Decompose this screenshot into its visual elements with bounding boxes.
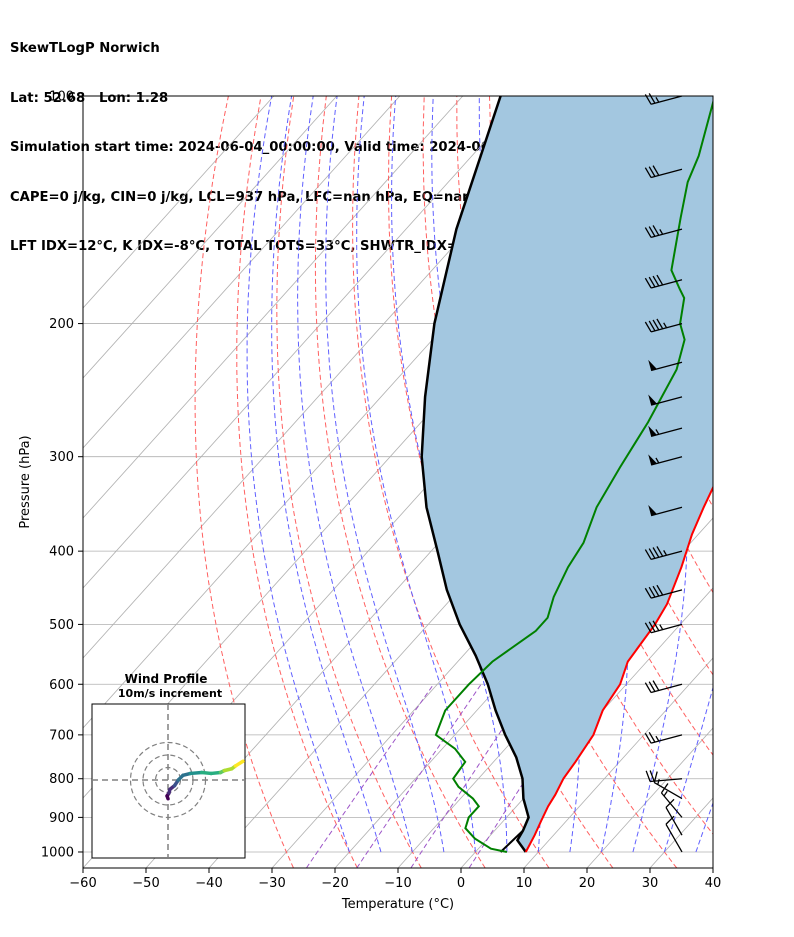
inset-title: Wind Profile	[125, 672, 208, 686]
parcel-profile-line	[420, 96, 530, 853]
dry-adiabat-line	[352, 96, 550, 868]
x-tick-label: −60	[69, 876, 96, 891]
isotherm-line	[586, 727, 713, 868]
hodograph-segment	[188, 770, 204, 776]
wind-barb	[665, 798, 683, 836]
isotherm-line	[523, 657, 713, 868]
wind-profile-inset: Wind Profile 10m/s increment	[91, 672, 246, 859]
dry-adiabat-line	[387, 96, 614, 868]
wind-barb	[644, 680, 683, 694]
y-tick-label: 400	[49, 545, 74, 560]
x-tick-label: 20	[579, 876, 596, 891]
x-tick-label: −40	[195, 876, 222, 891]
wind-barbs	[644, 93, 683, 853]
moist-adiabat-line	[325, 96, 445, 853]
cape-cin-shading	[421, 96, 713, 852]
x-tick-label: −10	[384, 876, 411, 891]
x-tick-label: −50	[132, 876, 159, 891]
isotherm-line	[83, 96, 464, 519]
x-tick-label: 40	[705, 876, 722, 891]
y-axis: 100 200 300 400 500 600 700 800 900 1000	[41, 90, 83, 860]
y-tick-label: 800	[49, 772, 74, 787]
surface-dewpoint-leg	[499, 829, 524, 853]
y-tick-label: 900	[49, 811, 74, 826]
x-tick-label: 30	[642, 876, 659, 891]
dry-adiabat-line	[194, 96, 294, 868]
dry-adiabat-line	[783, 96, 794, 868]
dewpoint-profile-line	[434, 98, 713, 853]
profile-lines	[420, 96, 713, 853]
y-axis-label: Pressure (hPa)	[18, 435, 33, 528]
temperature-profile-line	[524, 485, 713, 853]
y-tick-label: 700	[49, 728, 74, 743]
wind-barb	[665, 815, 683, 853]
moist-adiabat-line	[727, 96, 794, 852]
chart-title: SkewTLogP Norwich	[10, 41, 160, 56]
x-tick-label: −30	[258, 876, 285, 891]
isotherm-line	[83, 96, 275, 309]
wind-barb	[644, 225, 683, 239]
y-tick-label: 500	[49, 618, 74, 633]
wind-barb	[644, 584, 683, 599]
wind-barb	[644, 620, 683, 634]
moist-adiabat-line	[611, 96, 688, 853]
isotherm-line	[776, 96, 794, 868]
x-axis-label: Temperature (°C)	[341, 897, 454, 912]
wind-barb	[648, 504, 683, 517]
inset-subtitle: 10m/s increment	[118, 687, 222, 700]
x-tick-label: −20	[321, 876, 348, 891]
cape-fill-area	[421, 96, 713, 852]
wind-barb	[660, 783, 683, 818]
x-tick-label: 0	[457, 876, 465, 891]
dry-adiabat-line	[236, 96, 358, 868]
wind-barb	[648, 394, 683, 406]
x-axis: −60 −50 −40 −30 −20 −10 0 10 20 30 40	[69, 868, 721, 891]
y-tick-label: 200	[49, 317, 74, 332]
mixing-ratio-line	[356, 684, 482, 868]
y-tick-label: 1000	[41, 845, 74, 860]
y-tick-label: 100	[49, 90, 74, 105]
dry-adiabat-line	[314, 96, 486, 868]
x-tick-label: 10	[516, 876, 533, 891]
wind-barb	[648, 425, 683, 438]
dry-adiabat-line	[751, 96, 794, 868]
wind-barb	[644, 318, 683, 333]
isotherm-line	[83, 96, 527, 589]
moist-adiabat-line	[356, 96, 476, 853]
wind-barb	[648, 359, 683, 372]
y-tick-label: 600	[49, 678, 74, 693]
isotherm-line	[83, 96, 401, 449]
moist-adiabat-line	[246, 96, 350, 853]
wind-barb	[644, 731, 683, 744]
wind-barb	[653, 771, 683, 800]
moist-adiabat-line	[391, 96, 508, 852]
wind-barb	[644, 165, 683, 179]
dry-adiabat-line	[718, 96, 794, 868]
isotherm-line	[83, 96, 338, 379]
wind-barb	[645, 770, 683, 783]
isotherm-line	[712, 867, 713, 868]
wind-barb	[648, 454, 683, 466]
wind-barb	[644, 274, 683, 289]
mixing-ratio-line	[305, 684, 434, 868]
wind-barb	[644, 546, 683, 561]
hodograph-segment	[233, 759, 245, 768]
location-coordinates: Lat: 52.68 Lon: 1.28	[10, 90, 169, 106]
y-tick-label: 300	[49, 450, 74, 465]
